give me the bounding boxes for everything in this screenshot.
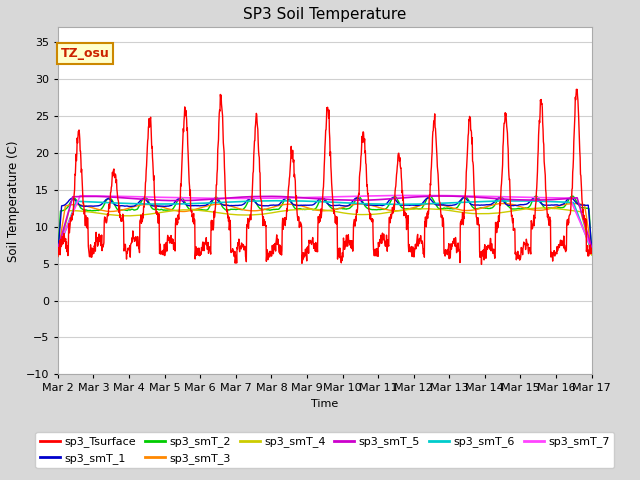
X-axis label: Time: Time — [311, 399, 339, 409]
Legend: sp3_Tsurface, sp3_smT_1, sp3_smT_2, sp3_smT_3, sp3_smT_4, sp3_smT_5, sp3_smT_6, : sp3_Tsurface, sp3_smT_1, sp3_smT_2, sp3_… — [35, 432, 614, 468]
Text: TZ_osu: TZ_osu — [61, 47, 109, 60]
Y-axis label: Soil Temperature (C): Soil Temperature (C) — [7, 140, 20, 262]
Title: SP3 Soil Temperature: SP3 Soil Temperature — [243, 7, 406, 22]
